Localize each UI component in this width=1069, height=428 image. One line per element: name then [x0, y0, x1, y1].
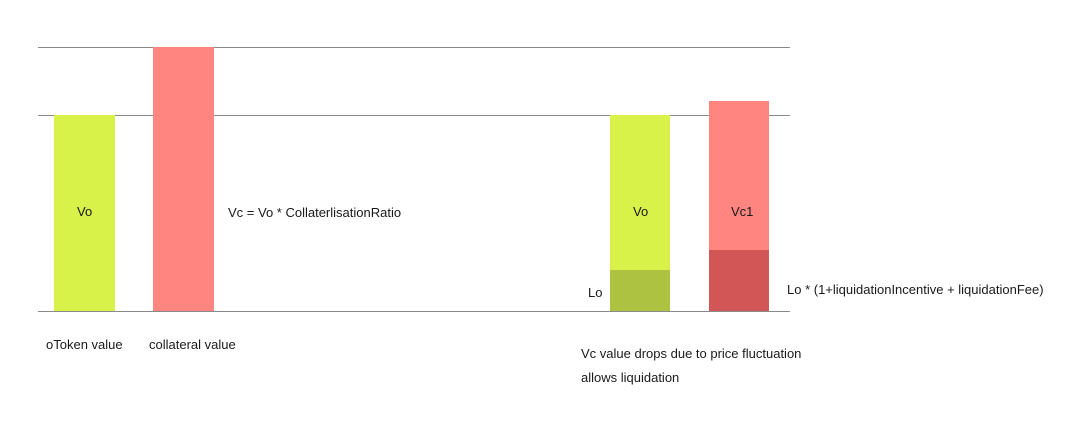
otoken-value-caption: oToken value [46, 337, 123, 352]
otoken-bar-label: Vo [77, 204, 93, 219]
otoken-bar-label-right: Vo [633, 204, 649, 219]
collateral-bar-label-right: Vc1 [731, 204, 754, 219]
liquidation-amount-label: Lo [588, 285, 603, 300]
otoken-bar-after-drop [610, 115, 670, 270]
collateral-value-bar [153, 47, 214, 311]
price-drop-caption: Vc value drops due to price fluctuation [581, 346, 802, 361]
collateral-liquidated-portion [709, 250, 769, 311]
otoken-liquidated-portion [610, 270, 670, 311]
top-reference-line [38, 47, 790, 48]
collateral-formula: Vc = Vo * CollaterlisationRatio [228, 205, 402, 220]
liquidation-caption: allows liquidation [581, 370, 680, 385]
collateral-value-caption: collateral value [149, 337, 236, 352]
middle-reference-line [38, 115, 790, 116]
liquidation-formula: Lo * (1+liquidationIncentive + liquidati… [787, 282, 1044, 297]
collateral-bar-after-drop [709, 101, 769, 250]
otoken-value-bar [54, 115, 115, 311]
baseline [38, 311, 790, 312]
